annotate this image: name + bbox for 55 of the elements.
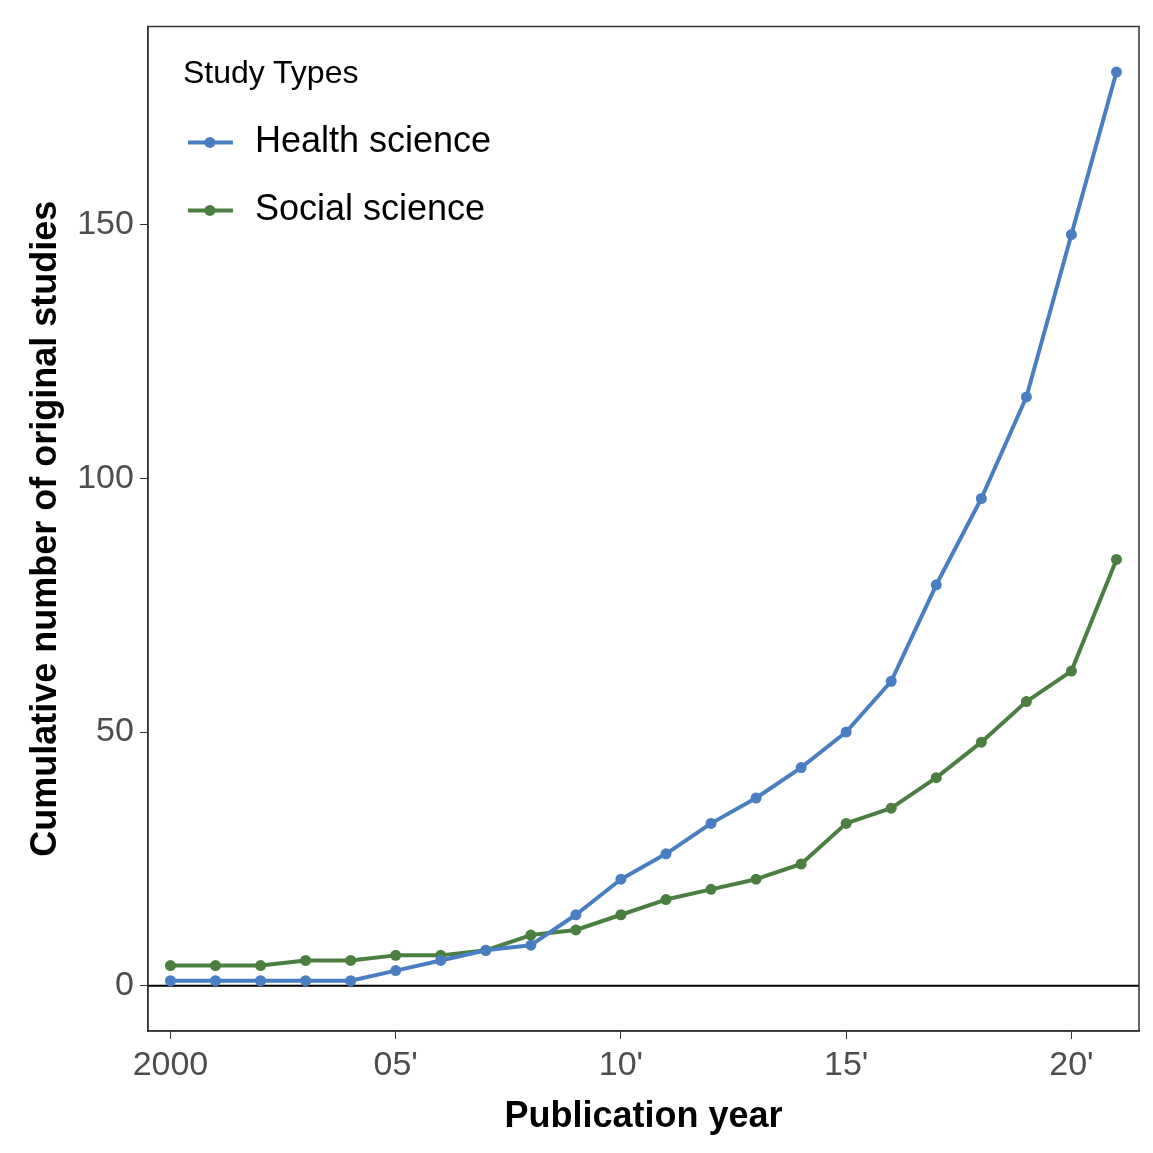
point bbox=[750, 873, 762, 885]
point bbox=[390, 965, 402, 977]
point bbox=[750, 792, 762, 804]
point bbox=[1065, 665, 1077, 677]
point bbox=[795, 762, 807, 774]
point bbox=[570, 909, 582, 921]
point bbox=[840, 726, 852, 738]
point bbox=[705, 817, 717, 829]
x-tick-label: 2000 bbox=[132, 1043, 209, 1082]
point bbox=[255, 975, 267, 987]
point bbox=[255, 960, 267, 972]
point bbox=[345, 975, 357, 987]
point bbox=[525, 939, 537, 951]
point bbox=[300, 975, 312, 987]
y-tick-label: 0 bbox=[115, 964, 134, 1003]
y-axis-title: Cumulative number of original studies bbox=[22, 200, 64, 857]
point bbox=[660, 848, 672, 860]
point bbox=[615, 873, 627, 885]
x-axis-title: Publication year bbox=[504, 1094, 783, 1136]
point bbox=[795, 858, 807, 870]
point bbox=[570, 924, 582, 936]
legend-label: Social science bbox=[254, 187, 486, 229]
x-tick-label: 20' bbox=[1049, 1043, 1094, 1082]
point bbox=[390, 949, 402, 961]
x-tick-label: 05' bbox=[373, 1043, 418, 1082]
point bbox=[1020, 696, 1032, 708]
legend-title: Study Types bbox=[182, 54, 359, 91]
point bbox=[975, 493, 987, 504]
point bbox=[1020, 391, 1032, 403]
point bbox=[615, 909, 627, 921]
y-tick-label: 100 bbox=[77, 456, 134, 495]
point bbox=[885, 802, 897, 814]
point bbox=[930, 772, 942, 784]
point bbox=[705, 883, 717, 895]
point bbox=[1110, 66, 1122, 78]
legend-label: Health science bbox=[254, 119, 492, 161]
point bbox=[525, 929, 537, 941]
point bbox=[210, 960, 221, 972]
point bbox=[1110, 553, 1122, 565]
point bbox=[164, 975, 176, 987]
point bbox=[660, 894, 672, 906]
point bbox=[210, 975, 221, 987]
point bbox=[164, 960, 176, 972]
point bbox=[435, 954, 447, 966]
point bbox=[975, 736, 987, 748]
point bbox=[1065, 229, 1077, 241]
point bbox=[930, 579, 942, 591]
y-tick-label: 50 bbox=[96, 710, 134, 749]
point bbox=[345, 954, 357, 966]
y-tick-label: 150 bbox=[77, 202, 134, 241]
point bbox=[885, 675, 897, 687]
x-tick-label: 10' bbox=[598, 1043, 644, 1082]
x-tick-label: 15' bbox=[824, 1043, 869, 1082]
point bbox=[300, 954, 312, 966]
point bbox=[840, 817, 852, 829]
